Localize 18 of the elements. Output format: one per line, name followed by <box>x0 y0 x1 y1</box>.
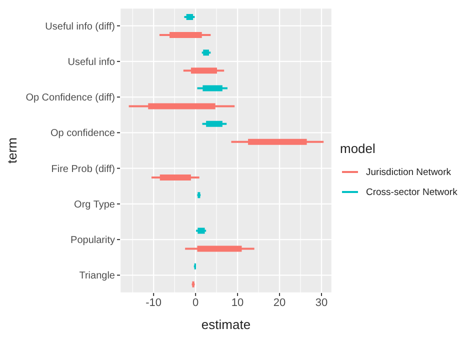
x-tick-label: 30 <box>315 296 328 309</box>
y-tick-label: Triangle <box>79 270 116 282</box>
y-tick-label: Op confidence <box>50 128 116 140</box>
x-axis-title: estimate <box>201 317 251 332</box>
x-tick-label: 0 <box>192 296 199 309</box>
x-tick-label: -10 <box>146 296 162 309</box>
legend-title: model <box>340 141 376 156</box>
y-tick-label: Useful info <box>68 56 116 68</box>
y-tick-label: Org Type <box>74 199 116 210</box>
y-tick-label: Fire Prob (diff) <box>51 164 115 175</box>
y-tick-label: Popularity <box>70 235 115 246</box>
x-tick-label: 10 <box>231 296 244 309</box>
legend-label: Jurisdiction Network <box>366 166 451 178</box>
legend-label: Cross-sector Network <box>366 186 458 198</box>
x-tick-label: 20 <box>273 296 286 309</box>
y-tick-label: Useful info (diff) <box>45 21 115 32</box>
y-tick-label: Op Confidence (diff) <box>26 92 115 104</box>
y-axis-title: term <box>4 138 20 164</box>
